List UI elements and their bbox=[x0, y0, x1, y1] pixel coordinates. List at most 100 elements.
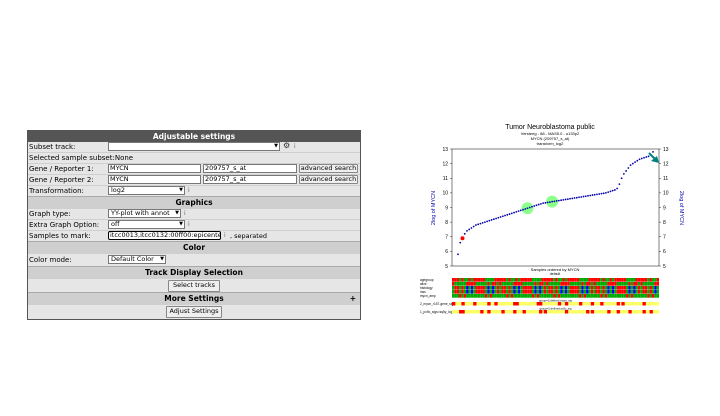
track-cell bbox=[555, 278, 558, 282]
track-cell bbox=[461, 278, 464, 282]
track-cell bbox=[494, 290, 497, 294]
select-tracks-button[interactable]: Select tracks bbox=[168, 280, 220, 292]
adjust-settings-button[interactable]: Adjust Settings bbox=[166, 306, 222, 318]
track-cell bbox=[604, 278, 608, 282]
track-cell bbox=[466, 294, 469, 298]
info-icon[interactable]: i bbox=[188, 187, 190, 194]
track-cell bbox=[517, 286, 521, 290]
samples-mark-input[interactable]: itcc0013,itcc0132:00ff00:epicenter bbox=[108, 231, 221, 240]
track-cell bbox=[571, 290, 575, 294]
track-cell bbox=[503, 294, 507, 298]
expand-plus-icon[interactable]: + bbox=[349, 294, 356, 303]
more-settings-header[interactable]: More Settings + bbox=[28, 292, 360, 305]
data-point bbox=[616, 187, 619, 190]
bar-track-mark bbox=[539, 310, 543, 314]
data-point bbox=[557, 199, 560, 202]
samples-mark-row: Samples to mark: itcc0013,itcc0132:00ff0… bbox=[28, 231, 360, 241]
track-cell bbox=[546, 286, 549, 290]
info-icon[interactable]: i bbox=[188, 221, 190, 228]
gear-icon[interactable]: ⚙ bbox=[283, 141, 291, 150]
track-cell bbox=[524, 290, 528, 294]
graphics-section-header[interactable]: Graphics bbox=[28, 196, 360, 209]
track-cell bbox=[470, 282, 474, 286]
track-cell bbox=[581, 282, 584, 286]
data-point bbox=[501, 215, 504, 218]
data-point bbox=[629, 164, 632, 166]
data-point bbox=[620, 177, 623, 180]
track-cell bbox=[576, 286, 580, 290]
data-point bbox=[535, 204, 538, 207]
track-cell bbox=[522, 278, 525, 282]
track-cell bbox=[529, 294, 532, 298]
track-cell bbox=[614, 290, 617, 294]
track-cell bbox=[611, 286, 615, 290]
track-cell bbox=[454, 290, 457, 294]
track-label: agegroup bbox=[420, 278, 434, 282]
y-tick-label-left: 12 bbox=[442, 161, 448, 167]
track-cell bbox=[640, 282, 643, 286]
track-cell bbox=[475, 278, 478, 282]
bar-track-mark bbox=[487, 302, 491, 306]
track-cell bbox=[593, 282, 596, 286]
data-point bbox=[540, 202, 542, 205]
track-cell bbox=[475, 294, 478, 298]
bar-track-mark bbox=[494, 302, 498, 306]
extra-option-select[interactable]: off ▼ bbox=[108, 220, 185, 229]
color-section-header[interactable]: Color bbox=[28, 241, 360, 254]
track-cell bbox=[633, 286, 636, 290]
adjust-settings-wrap: Adjust Settings bbox=[28, 306, 360, 319]
subset-track-row: Subset track: ▼ ⚙ i bbox=[28, 141, 360, 153]
track-cell bbox=[524, 282, 528, 286]
data-point bbox=[580, 196, 583, 198]
data-point bbox=[562, 198, 565, 201]
gene1-input[interactable]: MYCN bbox=[108, 164, 201, 173]
track-cell bbox=[546, 278, 549, 282]
track-cell bbox=[576, 294, 580, 298]
track-cell bbox=[473, 282, 476, 286]
info-icon[interactable]: i bbox=[184, 210, 186, 217]
track-cell bbox=[600, 294, 603, 298]
advanced-search-button-2[interactable]: advanced search bbox=[299, 175, 358, 184]
color-mode-select[interactable]: Default Color ▼ bbox=[108, 255, 166, 264]
track-cell bbox=[463, 282, 467, 286]
track-cell bbox=[496, 278, 500, 282]
track-cell bbox=[630, 278, 634, 282]
bar-track-mark bbox=[487, 310, 491, 314]
track-cell bbox=[571, 282, 575, 286]
graph-type-select[interactable]: YY-plot with annot ▼ bbox=[108, 209, 181, 218]
gene2-row: Gene / Reporter 2: MYCN 209757_s_at adva… bbox=[28, 175, 360, 186]
track-cell bbox=[602, 290, 605, 294]
track-cell bbox=[473, 278, 476, 282]
track-cell bbox=[604, 286, 608, 290]
track-cell bbox=[452, 282, 455, 286]
info-icon[interactable]: i bbox=[294, 143, 296, 150]
gene2-input[interactable]: MYCN bbox=[108, 175, 201, 184]
selected-subset-row: Selected sample subset:None bbox=[28, 153, 360, 164]
reporter2-input[interactable]: 209757_s_at bbox=[203, 175, 297, 184]
track-cell bbox=[508, 290, 511, 294]
track-cell bbox=[581, 278, 584, 282]
track-cell bbox=[649, 286, 652, 290]
track-cell bbox=[522, 294, 525, 298]
advanced-search-button-1[interactable]: advanced search bbox=[299, 164, 358, 173]
bar-track-mark bbox=[522, 310, 526, 314]
data-point bbox=[457, 253, 459, 256]
reporter1-input[interactable]: 209757_s_at bbox=[203, 164, 297, 173]
track-cell bbox=[595, 286, 598, 290]
track-section-header[interactable]: Track Display Selection bbox=[28, 266, 360, 279]
data-point bbox=[613, 189, 616, 191]
chevron-down-icon: ▼ bbox=[175, 210, 179, 216]
subset-track-select[interactable]: ▼ bbox=[108, 142, 280, 151]
track-cell bbox=[569, 278, 572, 282]
data-point bbox=[598, 193, 601, 195]
track-cell bbox=[597, 294, 601, 298]
track-cell bbox=[459, 278, 462, 282]
transformation-select[interactable]: log2 ▼ bbox=[108, 186, 185, 195]
info-icon[interactable]: i bbox=[224, 232, 226, 239]
bar-track-mark bbox=[607, 310, 611, 314]
track-cell bbox=[574, 282, 577, 286]
mycn-chart: Tumor Neuroblastoma public Versteeg - 88… bbox=[420, 120, 700, 320]
track-cell bbox=[642, 290, 645, 294]
data-point bbox=[584, 195, 587, 198]
track-cell bbox=[515, 278, 518, 282]
